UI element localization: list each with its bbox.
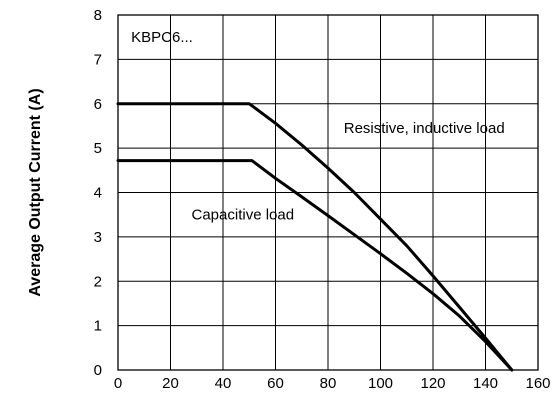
series-line-1 [116, 102, 514, 372]
annotations: KBPC6... Resistive, inductive load Capacit… [131, 29, 505, 224]
grid [117, 14, 539, 371]
y-tick-label: 1 [94, 318, 102, 335]
x-tick-label: 0 [114, 375, 122, 392]
series-line-2 [116, 159, 514, 372]
x-tick-label: 60 [267, 375, 284, 392]
x-tick-label: 80 [320, 375, 337, 392]
y-tick-label: 7 [94, 51, 102, 68]
y-tick-label: 4 [94, 185, 102, 202]
x-tick-label: 100 [368, 375, 393, 392]
y-tick-label: 6 [94, 96, 102, 113]
x-tick-label: 160 [525, 375, 550, 392]
x-tick-label: 120 [420, 375, 445, 392]
y-tick-label: 3 [94, 229, 102, 246]
series-lines [116, 102, 514, 372]
annotation-label: KBPC6... [131, 29, 193, 46]
y-tick-label: 2 [94, 273, 102, 290]
y-tick-label: 8 [94, 7, 102, 24]
annotation-label: Capacitive load [192, 207, 295, 224]
x-tick-label: 20 [162, 375, 179, 392]
x-tick-label: 40 [215, 375, 232, 392]
y-axis-label: Average Output Current (A) [27, 88, 44, 296]
plot-frame [117, 14, 539, 371]
annotation-label: Resistive, inductive load [344, 120, 505, 137]
y-tick-label: 0 [94, 362, 102, 379]
y-tick-label: 5 [94, 140, 102, 157]
tick-labels: 0 20 40 60 80 100 120 140 160 0 1 2 3 4 5 6 7 8 [94, 7, 551, 392]
x-tick-label: 140 [473, 375, 498, 392]
